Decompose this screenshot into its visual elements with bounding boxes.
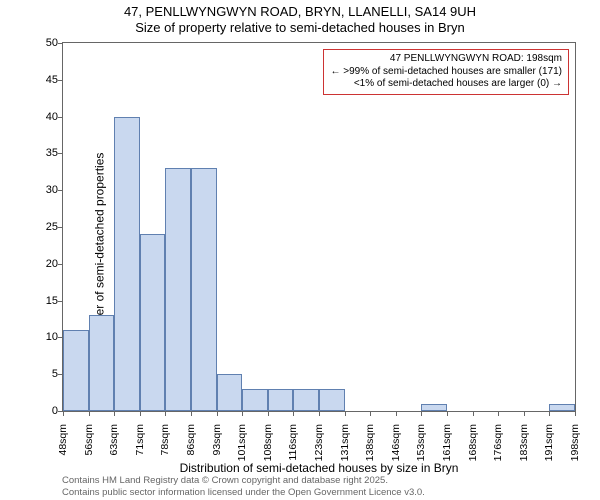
y-tick-label: 10 bbox=[28, 331, 58, 343]
x-tick-mark bbox=[345, 412, 346, 416]
footer-line2: Contains public sector information licen… bbox=[62, 487, 425, 498]
callout-box: 47 PENLLWYNGWYN ROAD: 198sqm ← >99% of s… bbox=[323, 49, 569, 95]
callout-line2: ← >99% of semi-detached houses are small… bbox=[330, 66, 562, 79]
x-tick-mark bbox=[447, 412, 448, 416]
histogram-bar bbox=[165, 168, 191, 411]
histogram-bar bbox=[421, 404, 447, 411]
x-tick-mark bbox=[293, 412, 294, 416]
histogram-bar bbox=[140, 234, 166, 411]
histogram-bar bbox=[319, 389, 345, 411]
histogram-bar bbox=[191, 168, 217, 411]
histogram-bar bbox=[268, 389, 294, 411]
histogram-bar bbox=[293, 389, 319, 411]
plot-area: 47 PENLLWYNGWYN ROAD: 198sqm ← >99% of s… bbox=[62, 42, 576, 412]
y-tick-label: 35 bbox=[28, 147, 58, 159]
histogram-bar bbox=[242, 389, 268, 411]
x-tick-mark bbox=[140, 412, 141, 416]
x-tick-mark bbox=[370, 412, 371, 416]
histogram-bar bbox=[63, 330, 89, 411]
x-tick-mark bbox=[524, 412, 525, 416]
y-tick-label: 30 bbox=[28, 184, 58, 196]
chart-title-sub: Size of property relative to semi-detach… bbox=[0, 20, 600, 35]
x-tick-mark bbox=[498, 412, 499, 416]
chart-container: 47, PENLLWYNGWYN ROAD, BRYN, LLANELLI, S… bbox=[0, 0, 600, 500]
x-tick-mark bbox=[165, 412, 166, 416]
callout-line3: <1% of semi-detached houses are larger (… bbox=[330, 78, 562, 91]
histogram-bar bbox=[89, 315, 115, 411]
x-tick-mark bbox=[242, 412, 243, 416]
x-tick-mark bbox=[396, 412, 397, 416]
y-tick-label: 0 bbox=[28, 405, 58, 417]
y-tick-label: 5 bbox=[28, 368, 58, 380]
x-tick-mark bbox=[473, 412, 474, 416]
y-tick-label: 40 bbox=[28, 111, 58, 123]
x-tick-mark bbox=[114, 412, 115, 416]
y-tick-label: 15 bbox=[28, 295, 58, 307]
callout-line1: 47 PENLLWYNGWYN ROAD: 198sqm bbox=[330, 53, 562, 66]
histogram-bar bbox=[549, 404, 575, 411]
x-tick-mark bbox=[217, 412, 218, 416]
y-tick-label: 45 bbox=[28, 74, 58, 86]
histogram-bar bbox=[114, 117, 140, 411]
y-tick-label: 20 bbox=[28, 258, 58, 270]
y-tick-label: 50 bbox=[28, 37, 58, 49]
histogram-bar bbox=[217, 374, 243, 411]
x-tick-mark bbox=[89, 412, 90, 416]
x-tick-mark bbox=[549, 412, 550, 416]
footer-line1: Contains HM Land Registry data © Crown c… bbox=[62, 475, 425, 486]
footer-attribution: Contains HM Land Registry data © Crown c… bbox=[62, 475, 425, 498]
x-tick-mark bbox=[268, 412, 269, 416]
y-tick-label: 25 bbox=[28, 221, 58, 233]
x-axis-label: Distribution of semi-detached houses by … bbox=[62, 461, 576, 475]
x-tick-mark bbox=[421, 412, 422, 416]
x-tick-mark bbox=[63, 412, 64, 416]
x-tick-mark bbox=[575, 412, 576, 416]
x-tick-mark bbox=[191, 412, 192, 416]
chart-title-main: 47, PENLLWYNGWYN ROAD, BRYN, LLANELLI, S… bbox=[0, 4, 600, 19]
x-tick-mark bbox=[319, 412, 320, 416]
